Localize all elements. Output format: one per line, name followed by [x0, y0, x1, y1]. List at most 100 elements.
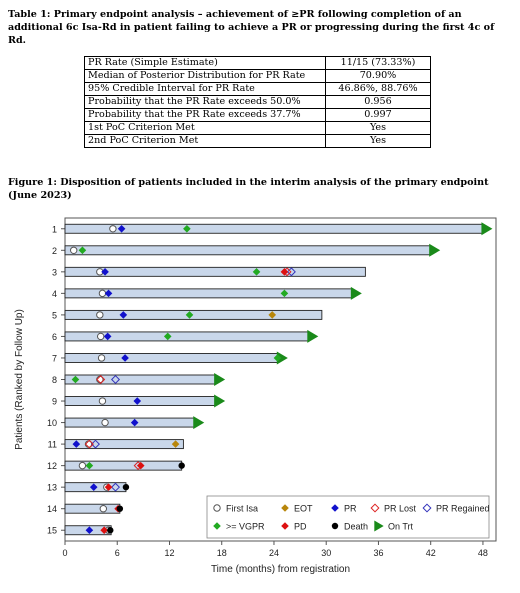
death-marker [116, 505, 124, 512]
on-trt-arrow [214, 373, 226, 386]
x-tick-label: 0 [62, 548, 67, 558]
row-label: Probability that the PR Rate exceeds 50.… [84, 95, 326, 109]
on-trt-arrow [214, 394, 226, 408]
first-isa-marker [78, 461, 87, 470]
pr-regained-marker [286, 267, 296, 277]
table-row: Probability that the PR Rate exceeds 50.… [84, 95, 431, 109]
on-trt-arrow [307, 329, 319, 343]
y-tick-label: 8 [52, 375, 57, 385]
x-axis-title: Time (months) from registration [211, 564, 350, 575]
table-row: PR Rate (Simple Estimate) 11/15 (73.33%) [84, 56, 431, 70]
death-marker [122, 483, 130, 491]
table-caption: Table 1: Primary endpoint analysis – ach… [8, 9, 495, 46]
legend-label: PR Regained [436, 504, 490, 514]
on-trt-arrow [481, 222, 493, 236]
patient-bar [64, 503, 121, 514]
first-isa-marker [98, 289, 107, 298]
legend-label: >= VGPR [226, 522, 265, 532]
pr-marker [119, 311, 128, 319]
vgpr-marker [280, 289, 289, 298]
patient-bar [64, 417, 196, 428]
pr-regained-marker [110, 374, 121, 385]
row-label: Probability that the PR Rate exceeds 37.… [84, 108, 326, 122]
y-tick-label: 5 [52, 310, 57, 320]
legend-label: PR [344, 504, 357, 514]
row-label: Median of Posterior Distribution for PR … [84, 69, 326, 83]
results-table: PR Rate (Simple Estimate) 11/15 (73.33%) M… [84, 56, 431, 148]
on-trt-arrow [193, 416, 205, 430]
x-tick-label: 24 [269, 548, 279, 558]
eot-marker [281, 504, 289, 512]
pd-marker [104, 483, 113, 491]
table-row: 1st PoC Criterion Met Yes [84, 121, 431, 135]
pd-marker [100, 526, 108, 535]
pr-lost-marker [84, 439, 94, 449]
table-row: 95% Credible Interval for PR Rate 46.86%,… [84, 82, 431, 96]
row-label: 2nd PoC Criterion Met [84, 134, 326, 148]
pr-regained-marker [110, 482, 121, 492]
first-isa-marker [213, 504, 221, 512]
x-tick-label: 42 [426, 548, 436, 558]
pr-regained-marker [422, 503, 432, 513]
legend-label: On Trt [388, 522, 414, 532]
y-tick-label: 2 [52, 246, 57, 256]
patient-bar [64, 223, 484, 234]
x-tick-label: 30 [321, 548, 331, 558]
table-row: Median of Posterior Distribution for PR … [84, 69, 431, 83]
legend-label: PR Lost [384, 504, 417, 514]
x-tick-label: 18 [217, 548, 227, 558]
eot-marker [268, 311, 277, 319]
first-isa-marker [109, 225, 117, 233]
y-tick-label: 12 [47, 461, 57, 471]
row-label: PR Rate (Simple Estimate) [84, 56, 326, 70]
death-marker [107, 527, 114, 534]
y-tick-label: 15 [47, 526, 57, 536]
pr-regained-marker [90, 439, 100, 449]
first-isa-marker [98, 397, 107, 405]
vgpr-marker [185, 311, 194, 319]
y-tick-label: 6 [52, 332, 57, 342]
x-tick-label: 48 [478, 548, 488, 558]
table-row: Probability that the PR Rate exceeds 37.… [84, 108, 431, 122]
patient-bar [64, 266, 366, 277]
patient-bar [64, 245, 432, 256]
patient-bar [64, 439, 184, 450]
table-row: 2nd PoC Criterion Met Yes [84, 134, 431, 148]
vgpr-marker [71, 375, 80, 384]
y-tick-label: 14 [47, 504, 57, 514]
pr-marker [89, 483, 98, 491]
patient-bar [64, 353, 279, 363]
death-marker [178, 462, 185, 469]
figure-caption: Figure 1: Disposition of patients includ… [8, 177, 489, 201]
first-isa-marker [97, 354, 106, 362]
vgpr-marker [273, 354, 282, 362]
row-value: 46.86%, 88.76% [325, 82, 431, 96]
first-isa-marker [99, 505, 108, 513]
x-tick-label: 36 [373, 548, 383, 558]
y-tick-label: 10 [47, 418, 57, 428]
row-value: 0.997 [325, 108, 431, 122]
pd-marker [136, 461, 145, 470]
legend-box [206, 495, 490, 539]
y-tick-label: 13 [47, 483, 57, 493]
death-marker [331, 522, 339, 530]
pr-marker [72, 440, 81, 448]
vgpr-marker [183, 224, 191, 233]
row-label: 95% Credible Interval for PR Rate [84, 82, 326, 96]
legend-label: PD [294, 522, 307, 532]
pr-marker [104, 289, 113, 298]
on-trt-arrow [374, 520, 384, 532]
legend-label: EOT [294, 504, 313, 514]
patient-bar [64, 309, 323, 320]
y-tick-label: 1 [52, 224, 57, 234]
pr-marker [85, 526, 94, 535]
legend-label: First Isa [226, 504, 258, 514]
first-isa-marker [101, 418, 109, 427]
row-value: 0.956 [325, 95, 431, 109]
patient-bar [64, 374, 217, 385]
x-tick-label: 12 [164, 548, 174, 558]
row-value: 70.90% [325, 69, 431, 83]
first-isa-marker [70, 246, 78, 254]
pr-marker [130, 418, 139, 427]
